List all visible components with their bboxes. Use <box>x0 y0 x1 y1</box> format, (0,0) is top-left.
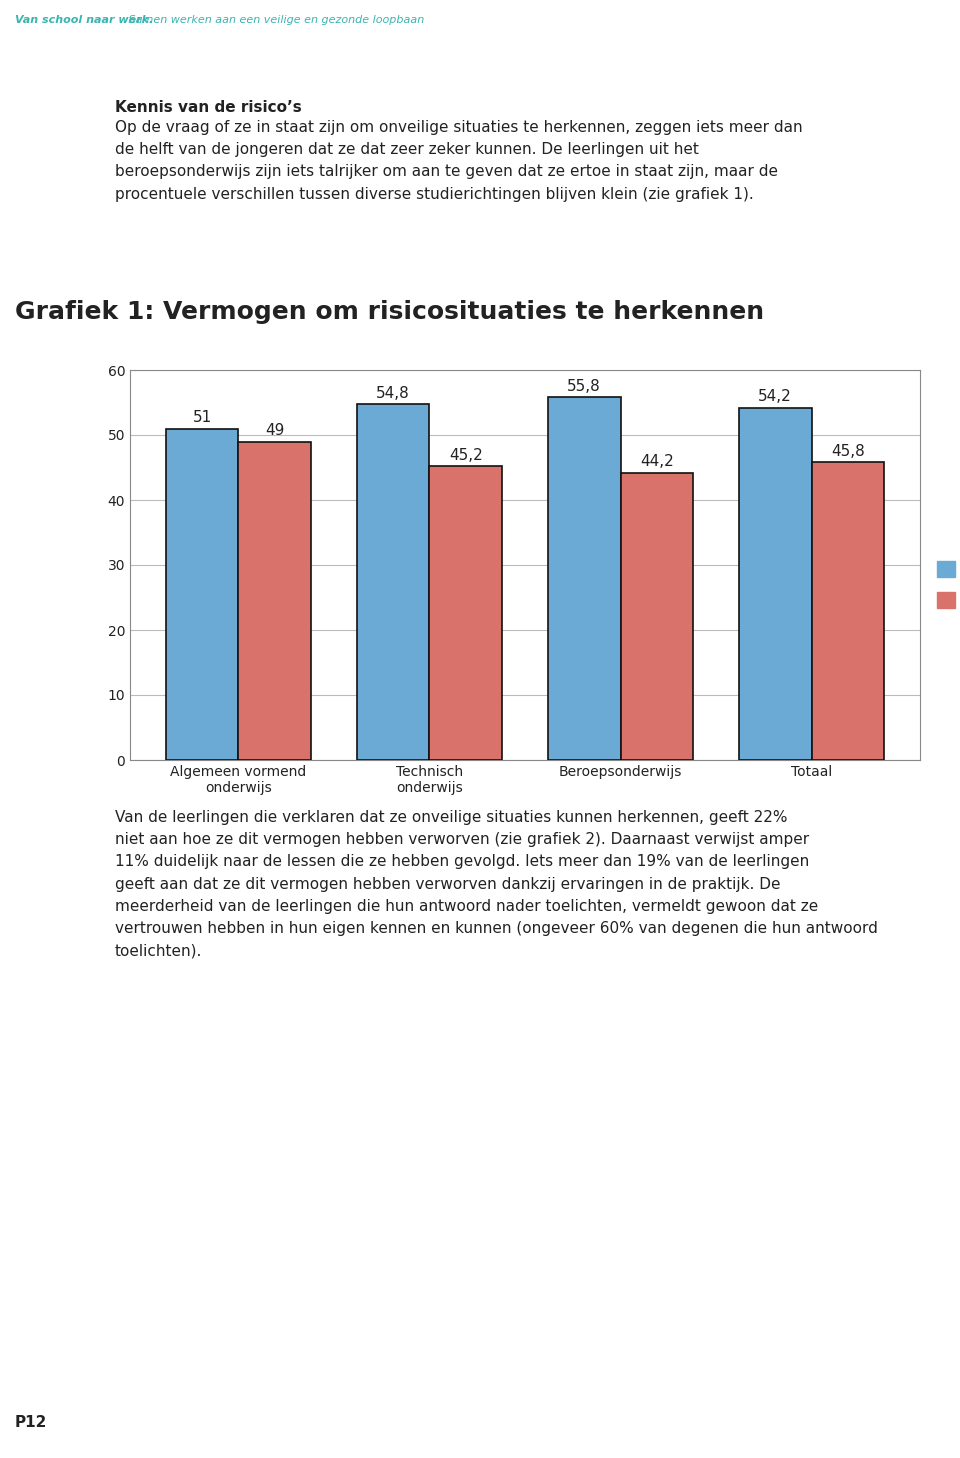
Bar <box>811 462 884 760</box>
Text: 45,8: 45,8 <box>831 445 865 459</box>
Text: 51: 51 <box>193 410 212 426</box>
Text: 49: 49 <box>265 423 284 439</box>
Bar <box>429 467 502 760</box>
Bar <box>166 429 238 760</box>
Text: Van school naar werk.: Van school naar werk. <box>15 15 154 25</box>
Text: Samen werken aan een veilige en gezonde loopbaan: Samen werken aan een veilige en gezonde … <box>126 15 424 25</box>
Legend: Ja, Neen: Ja, Neen <box>929 553 960 615</box>
Text: P12: P12 <box>15 1416 47 1430</box>
Bar <box>739 408 811 760</box>
Bar <box>357 404 429 760</box>
Bar <box>548 397 620 760</box>
Text: Grafiek 1: Vermogen om risicosituaties te herkennen: Grafiek 1: Vermogen om risicosituaties t… <box>15 300 764 324</box>
Bar <box>238 442 311 760</box>
Text: 55,8: 55,8 <box>567 379 601 394</box>
Text: 44,2: 44,2 <box>640 455 674 469</box>
Bar <box>620 472 693 760</box>
Text: Op de vraag of ze in staat zijn om onveilige situaties te herkennen, zeggen iets: Op de vraag of ze in staat zijn om onvei… <box>115 120 803 201</box>
Text: 45,2: 45,2 <box>449 448 483 464</box>
Text: Van de leerlingen die verklaren dat ze onveilige situaties kunnen herkennen, gee: Van de leerlingen die verklaren dat ze o… <box>115 811 877 958</box>
Text: 54,2: 54,2 <box>758 389 792 404</box>
Text: 54,8: 54,8 <box>376 385 410 401</box>
Text: Kennis van de risico’s: Kennis van de risico’s <box>115 101 301 115</box>
